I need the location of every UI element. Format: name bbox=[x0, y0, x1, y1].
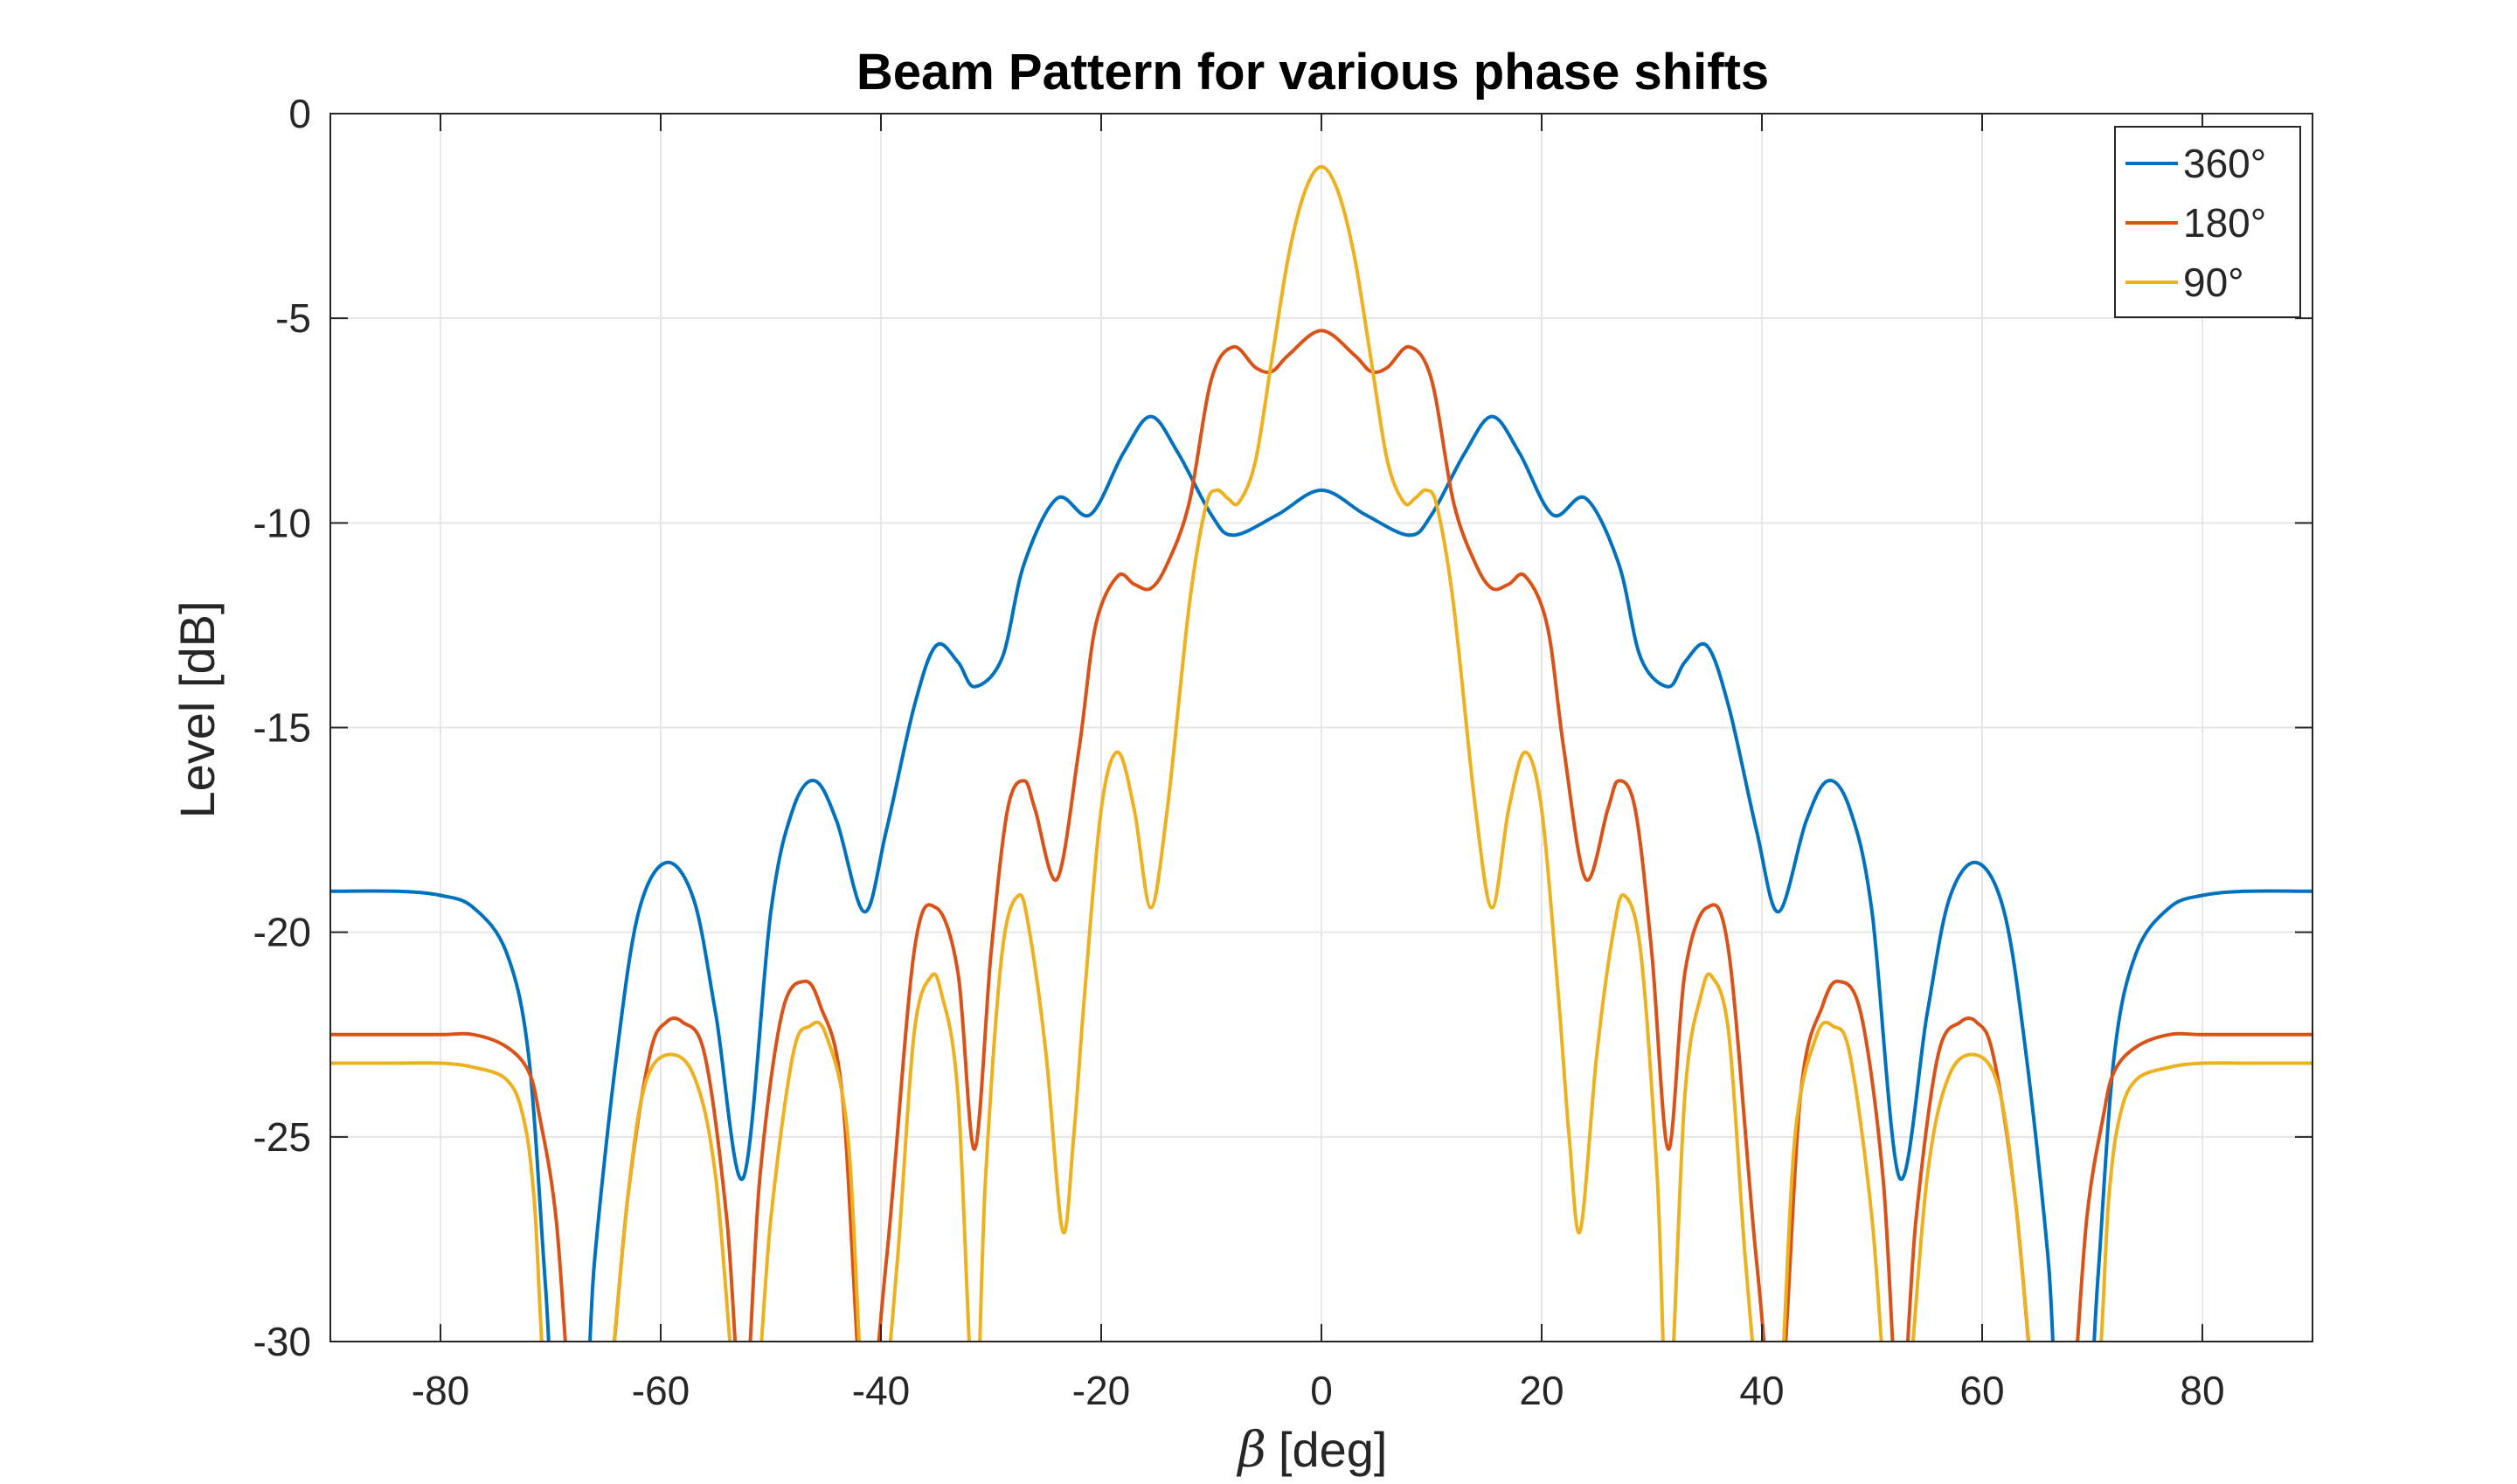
x-tick-label: 20 bbox=[1519, 1368, 1564, 1413]
y-axis-title: Level [dB] bbox=[170, 600, 225, 818]
chart-title: Beam Pattern for various phase shifts bbox=[856, 44, 1769, 101]
axes-box bbox=[329, 113, 2313, 1342]
series-line-1 bbox=[330, 414, 2312, 1342]
x-tick-label: -60 bbox=[632, 1368, 690, 1413]
x-axis-symbol: β bbox=[1237, 1422, 1266, 1479]
x-axis: -80 -60 -40 -20 0 20 40 60 80 bbox=[412, 1368, 2225, 1413]
legend-label: 180° bbox=[2183, 200, 2266, 246]
legend: 360° 180° 90° bbox=[2114, 126, 2301, 318]
y-tick-label: -10 bbox=[253, 500, 311, 545]
y-tick-label: -20 bbox=[253, 910, 311, 955]
x-tick-label: -40 bbox=[852, 1368, 910, 1413]
series-line-3 bbox=[330, 164, 2312, 1342]
x-axis-unit: [deg] bbox=[1279, 1422, 1388, 1477]
y-tick-label: -30 bbox=[253, 1319, 311, 1364]
y-tick-label: -25 bbox=[253, 1114, 311, 1160]
x-tick-label: 0 bbox=[1310, 1368, 1333, 1413]
series-line-2 bbox=[330, 329, 2312, 1342]
x-tick-label: -80 bbox=[412, 1368, 469, 1413]
y-tick-label: -5 bbox=[275, 295, 311, 341]
plot-frame bbox=[329, 113, 2313, 1342]
x-tick-label: 80 bbox=[2180, 1368, 2224, 1413]
x-tick-label: 40 bbox=[1739, 1368, 1784, 1413]
x-axis-title: β [deg] bbox=[1237, 1422, 1388, 1479]
y-tick-label: 0 bbox=[288, 91, 311, 136]
y-tick-label: -15 bbox=[253, 705, 311, 751]
x-tick-label: -20 bbox=[1072, 1368, 1130, 1413]
grid bbox=[330, 113, 2312, 1342]
y-axis: 0 -5 -10 -15 -20 -25 -30 bbox=[253, 91, 311, 1364]
legend-label: 360° bbox=[2183, 141, 2266, 186]
series-lines bbox=[330, 164, 2312, 1342]
x-tick-label: 60 bbox=[1959, 1368, 2004, 1413]
legend-label: 90° bbox=[2183, 260, 2244, 305]
